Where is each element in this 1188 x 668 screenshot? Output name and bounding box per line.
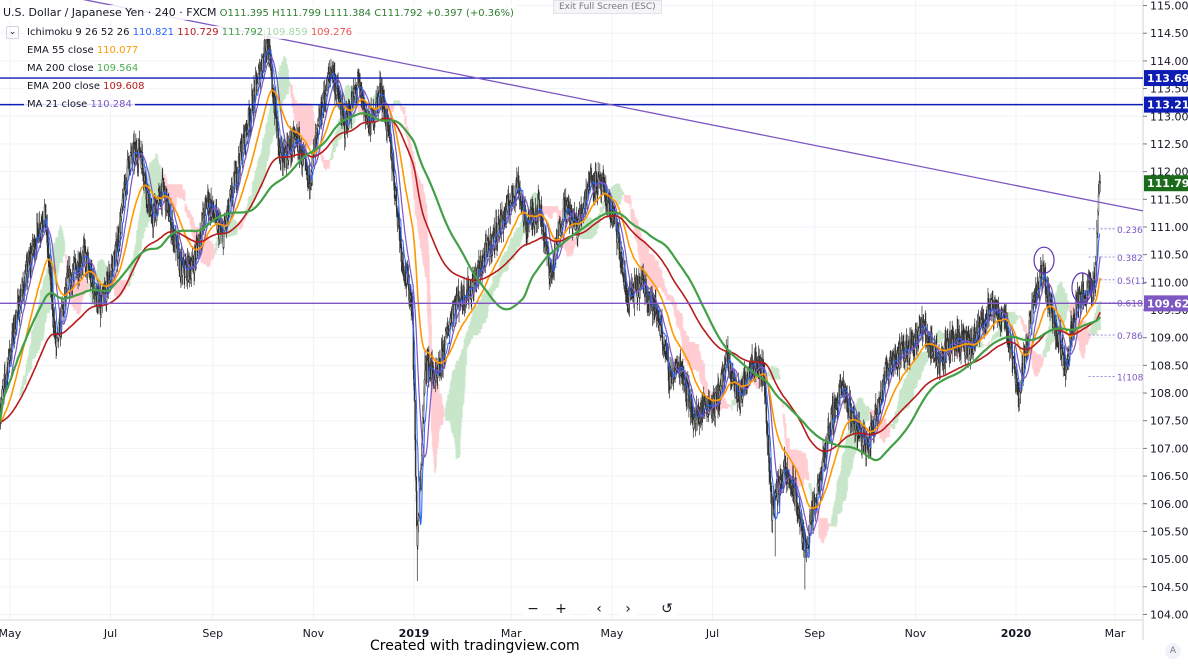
candle-body (329, 73, 332, 75)
candle-body (40, 223, 42, 230)
candle-body (526, 223, 528, 232)
candle-body (563, 197, 566, 218)
candle-body (261, 62, 263, 70)
candle-body (490, 234, 492, 256)
candle-body (44, 204, 47, 229)
candle-body (445, 330, 447, 337)
candle-body (402, 265, 405, 276)
candle-body (344, 133, 346, 139)
candle-body (184, 264, 187, 277)
candle-body (414, 400, 416, 440)
price-chart[interactable]: 0.2360.3820.5(110.6180.7861(108115.00114… (0, 0, 1188, 640)
candle-body (271, 70, 273, 90)
candle-body (423, 393, 425, 411)
candle-body (704, 401, 707, 406)
candle-body (395, 187, 398, 207)
candle-body (276, 122, 279, 129)
candle-body (159, 190, 161, 202)
candle-body (728, 361, 731, 372)
candle-body (256, 75, 258, 82)
candle-body (1, 389, 3, 400)
candle-body (765, 403, 768, 424)
candle-body (538, 199, 540, 206)
candle-body (414, 439, 417, 477)
candle-body (413, 385, 416, 401)
candle-body (376, 97, 378, 100)
candle-body (195, 245, 198, 259)
candle-body (453, 304, 455, 315)
candle-body (20, 295, 23, 302)
